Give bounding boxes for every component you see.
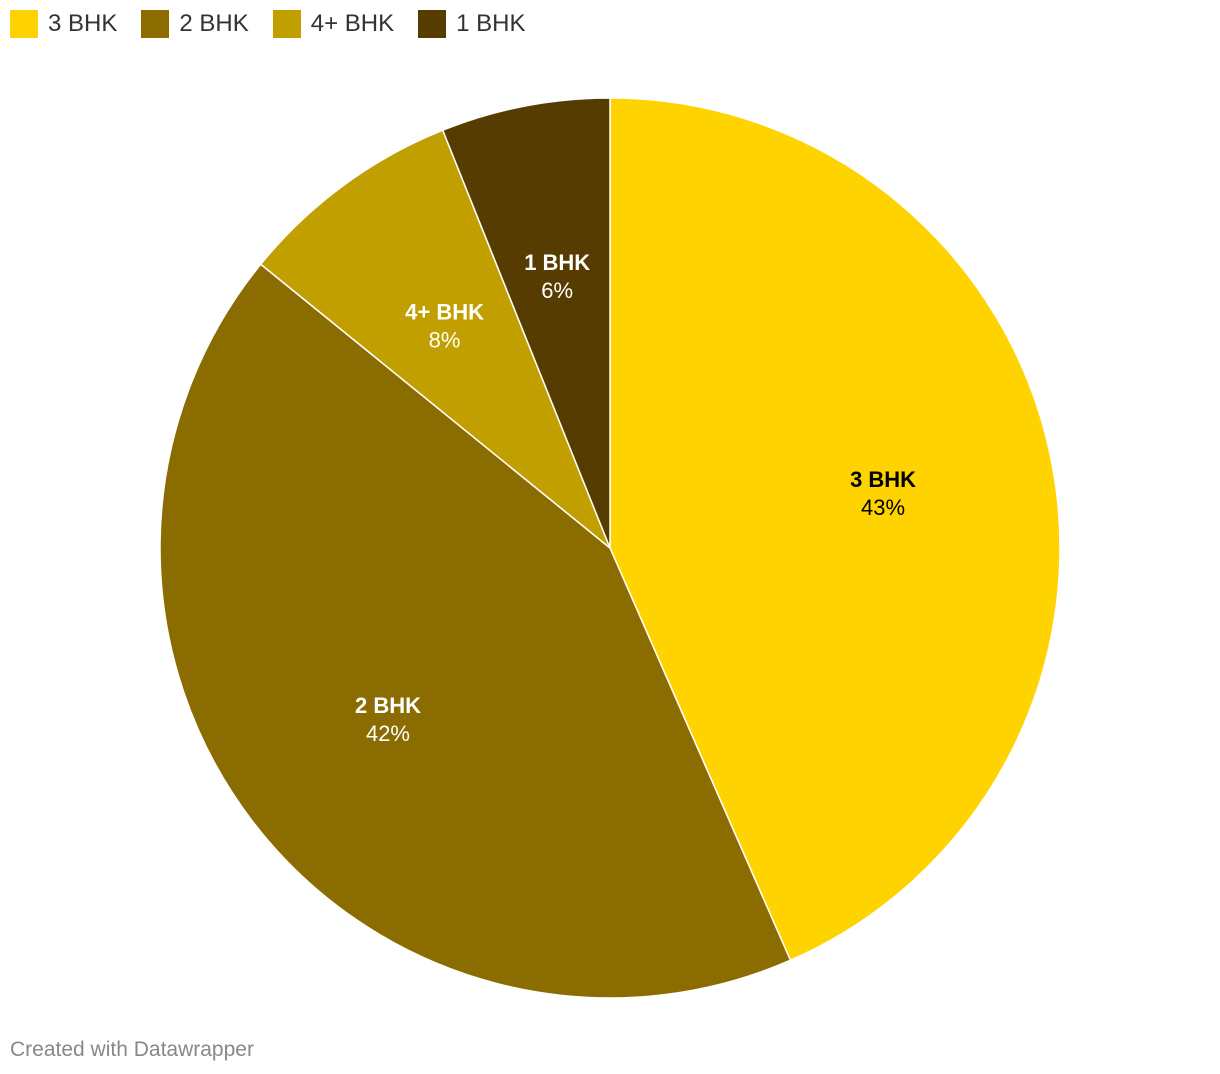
- legend-label-1bhk: 1 BHK: [456, 10, 526, 37]
- slice-label-1bhk: 1 BHK: [524, 250, 590, 275]
- slice-label-4plus-bhk: 4+ BHK: [405, 299, 484, 324]
- legend-label-3bhk: 3 BHK: [48, 10, 118, 37]
- legend-swatch-3bhk: [10, 10, 38, 38]
- legend-swatch-4plus-bhk: [272, 10, 301, 38]
- legend-item-4plus-bhk: 4+ BHK: [272, 10, 395, 38]
- slice-percent-3bhk: 43%: [861, 495, 905, 520]
- legend-swatch-2bhk: [141, 10, 170, 38]
- footer-credit: Created with Datawrapper: [10, 1038, 254, 1061]
- pie-slice-2bhk: [159, 263, 792, 999]
- legend-label-4plus-bhk: 4+ BHK: [310, 10, 395, 37]
- slice-percent-2bhk: 42%: [366, 721, 410, 746]
- legend-item-2bhk: 2 BHK: [141, 10, 249, 38]
- slice-percent-4plus-bhk: 8%: [429, 327, 461, 352]
- legend-item-1bhk: 1 BHK: [418, 10, 526, 38]
- legend-label-2bhk: 2 BHK: [179, 10, 249, 37]
- pie-slice-3bhk: [609, 97, 1061, 962]
- slice-percent-1bhk: 6%: [541, 278, 573, 303]
- slice-label-2bhk: 2 BHK: [355, 693, 421, 718]
- pie-slice-4plus-bhk: [259, 129, 612, 551]
- slice-label-3bhk: 3 BHK: [850, 467, 916, 492]
- legend-swatch-1bhk: [418, 10, 447, 38]
- chart-legend: 3 BHK 2 BHK 4+ BHK 1 BHK: [10, 9, 550, 39]
- pie-slice-1bhk: [441, 97, 611, 549]
- legend-item-3bhk: 3 BHK: [10, 10, 117, 38]
